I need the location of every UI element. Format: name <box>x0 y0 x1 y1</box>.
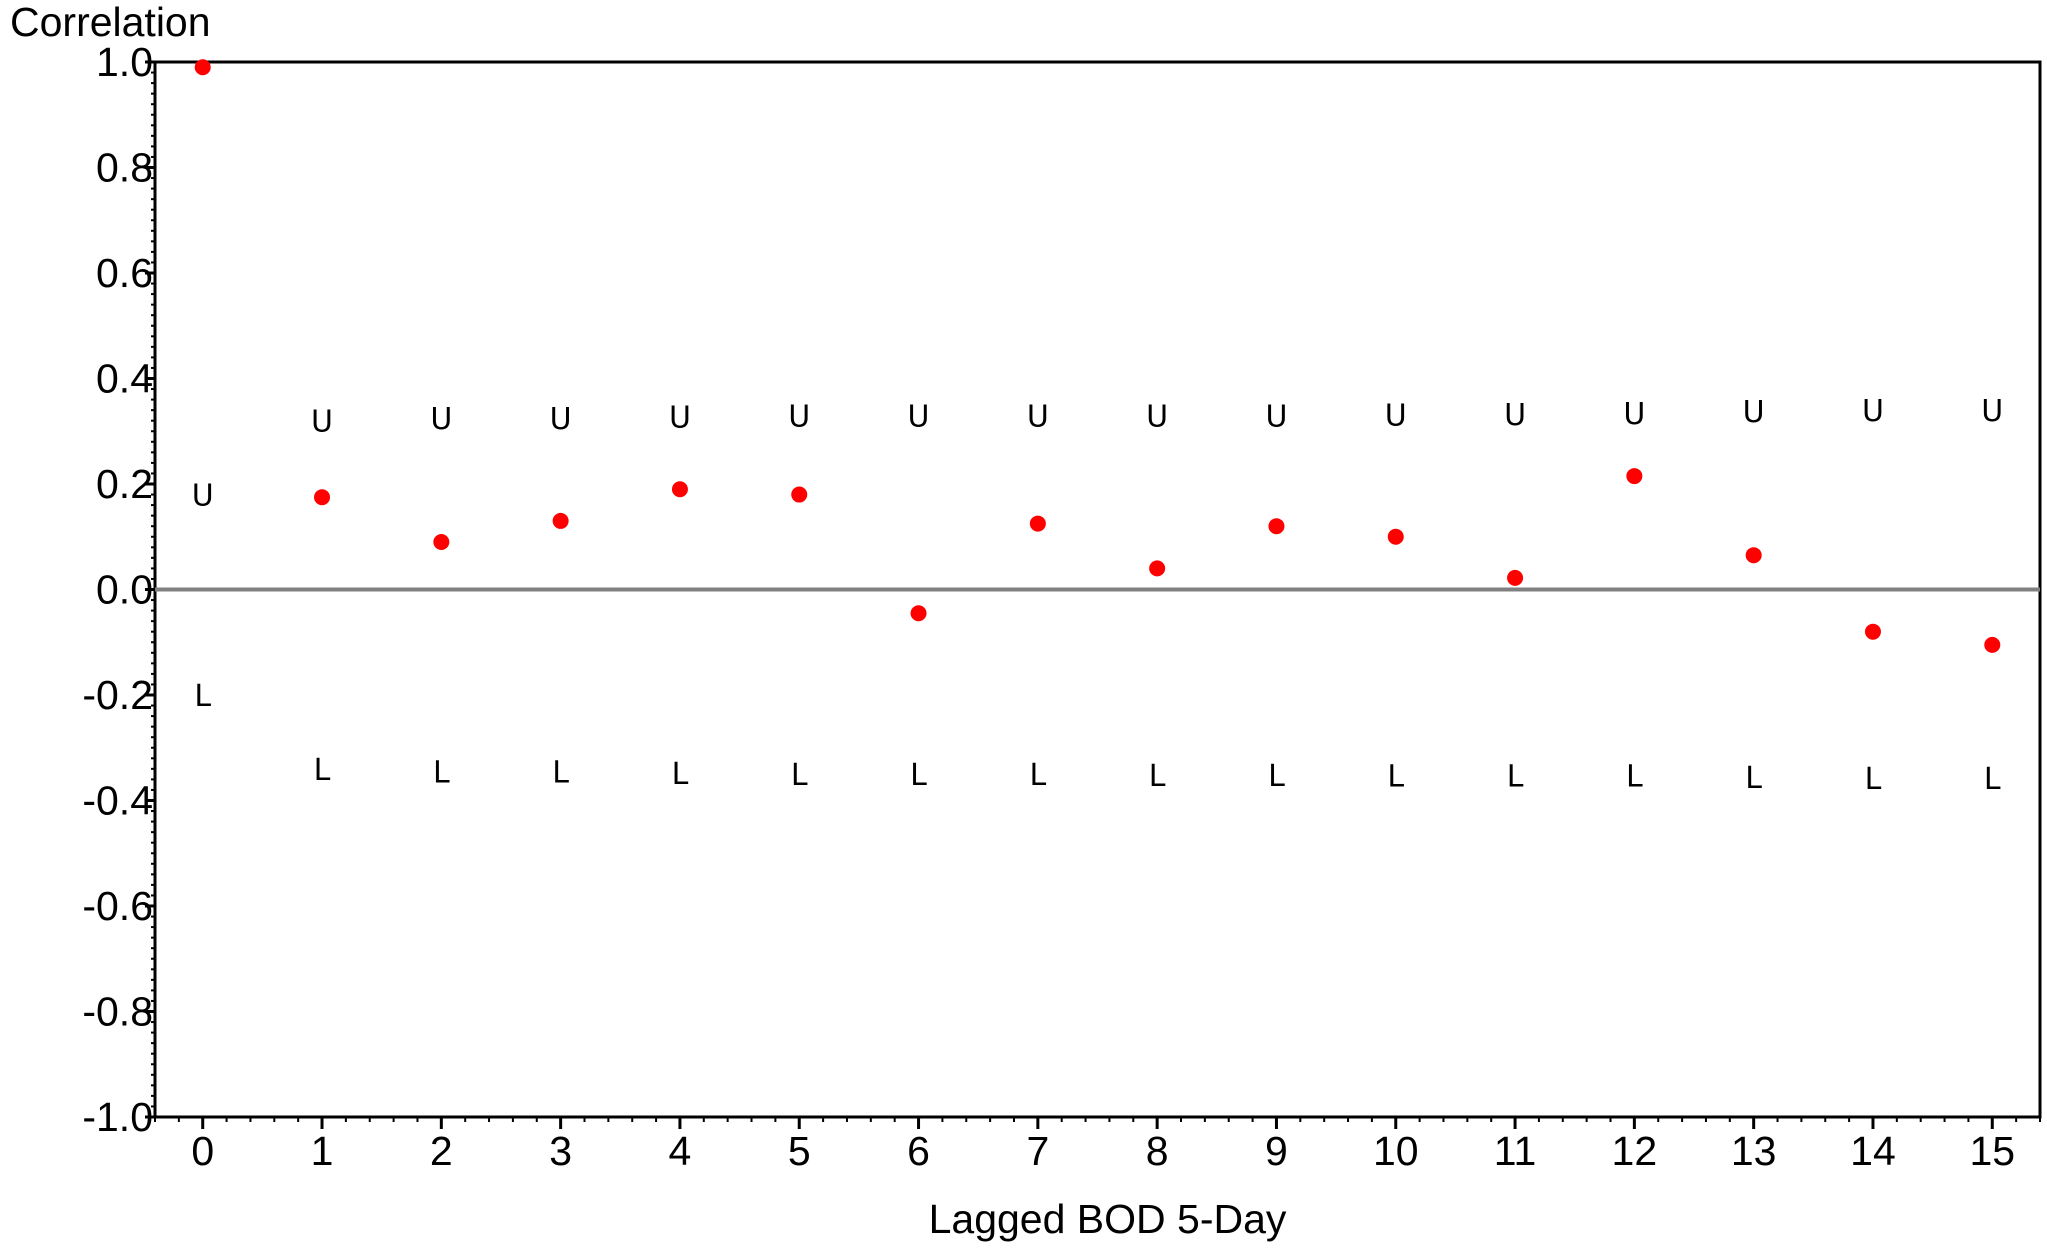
correlation-point <box>194 59 211 76</box>
lower-bound-marker: L <box>791 758 808 793</box>
x-tick-label: 12 <box>1612 1128 1658 1174</box>
x-tick-label: 9 <box>1265 1128 1288 1174</box>
correlation-point <box>671 481 688 498</box>
correlation-point <box>791 486 808 503</box>
upper-bound-marker: U <box>311 405 333 440</box>
correlation-point <box>1864 623 1881 640</box>
upper-bound-marker: U <box>1385 398 1407 433</box>
lower-bound-marker: L <box>1507 760 1524 795</box>
y-axis-title: Correlation <box>10 0 211 45</box>
correlation-point <box>1387 528 1404 545</box>
upper-bound-marker: U <box>1504 398 1526 433</box>
y-tick-label: -0.6 <box>82 883 153 929</box>
lower-bound-marker: L <box>1984 762 2001 797</box>
x-tick-label: 2 <box>430 1128 453 1174</box>
y-tick-label: 0.8 <box>96 145 153 191</box>
correlation-point <box>314 489 331 506</box>
x-tick-label: 4 <box>669 1128 692 1174</box>
y-tick-label: 0.2 <box>96 461 153 507</box>
lower-bound-marker: L <box>1626 760 1643 795</box>
x-tick-label: 5 <box>788 1128 811 1174</box>
y-tick-label: -0.8 <box>82 989 153 1035</box>
x-tick-label: 6 <box>907 1128 930 1174</box>
correlation-point <box>1149 560 1166 577</box>
y-tick-label: 0.4 <box>96 356 153 402</box>
correlation-point <box>1745 547 1762 564</box>
x-tick-label: 8 <box>1146 1128 1169 1174</box>
upper-bound-marker: U <box>430 402 452 437</box>
upper-bound-marker: U <box>669 400 691 435</box>
upper-bound-marker: U <box>788 399 810 434</box>
upper-bound-marker: U <box>1623 397 1645 432</box>
lower-bound-marker: L <box>314 753 331 788</box>
y-axis: 1.0 0.8 0.6 0.4 0.2 0.0 -0.2 -0.4 -0.6 -0.8 -1.0 <box>82 39 155 1140</box>
x-tick-label: 10 <box>1373 1128 1419 1174</box>
lower-bound-marker: L <box>1149 759 1166 794</box>
upper-bound-marker: U <box>192 479 214 514</box>
upper-bound-marker: U <box>1743 395 1765 430</box>
lower-bound-marker: L <box>552 755 569 790</box>
correlation-point <box>552 512 569 529</box>
correlation-point <box>1984 636 2001 653</box>
upper-bound-marker: U <box>1265 399 1287 434</box>
correlation-point <box>1626 468 1643 485</box>
correlation-point <box>910 605 927 622</box>
lower-bound-marker: L <box>433 755 450 790</box>
lower-bound-marker: L <box>194 679 211 714</box>
x-axis-title: Lagged BOD 5-Day <box>929 1196 1287 1242</box>
data-series <box>194 59 2001 653</box>
lower-bound-marker: L <box>1029 758 1046 793</box>
x-tick-label: 7 <box>1026 1128 1049 1174</box>
y-tick-label: 0.0 <box>96 567 153 613</box>
x-tick-label: 14 <box>1850 1128 1896 1174</box>
upper-bound-marker: U <box>1862 394 1884 429</box>
upper-bound-marker: U <box>550 402 572 437</box>
confidence-bounds: U U U U U U U U U U U U U U U U L L L L L L L L L L L L L L L L <box>192 394 2004 797</box>
y-tick-label: -1.0 <box>82 1094 153 1140</box>
x-tick-label: 15 <box>1969 1128 2015 1174</box>
correlation-point <box>1029 515 1046 532</box>
upper-bound-marker: U <box>1146 399 1168 434</box>
correlation-point <box>1268 518 1285 535</box>
lower-bound-marker: L <box>1745 761 1762 796</box>
lower-bound-marker: L <box>672 757 689 792</box>
x-tick-label: 3 <box>549 1128 572 1174</box>
x-tick-label: 11 <box>1494 1128 1537 1174</box>
y-tick-label: 0.6 <box>96 250 153 296</box>
x-tick-label: 0 <box>191 1128 214 1174</box>
x-tick-label: 1 <box>311 1128 334 1174</box>
lower-bound-marker: L <box>1865 762 1882 797</box>
y-tick-label: -0.2 <box>82 672 153 718</box>
x-tick-label: 13 <box>1731 1128 1777 1174</box>
y-tick-label: 1.0 <box>96 39 153 85</box>
x-axis: 0 1 2 3 4 5 6 7 8 9 10 11 12 13 14 15 <box>154 1117 2041 1174</box>
upper-bound-marker: U <box>1027 399 1049 434</box>
y-tick-label: -0.4 <box>82 778 153 824</box>
correlation-point <box>433 534 450 551</box>
upper-bound-marker: U <box>908 399 930 434</box>
lower-bound-marker: L <box>1268 759 1285 794</box>
lower-bound-marker: L <box>1387 760 1404 795</box>
lower-bound-marker: L <box>910 758 927 793</box>
upper-bound-marker: U <box>1981 394 2003 429</box>
correlation-point <box>1507 569 1524 586</box>
